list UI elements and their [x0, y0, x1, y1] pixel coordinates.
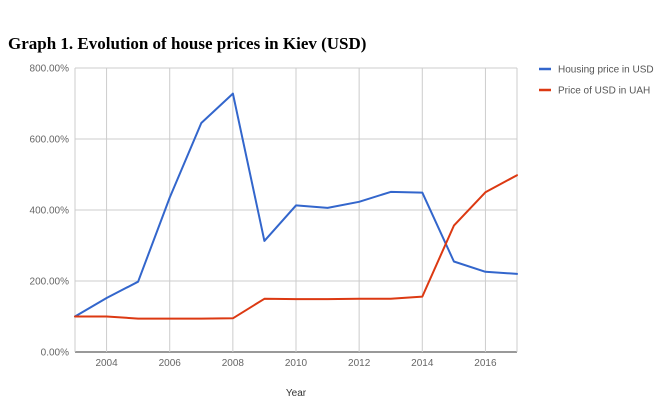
x-tick-label: 2008	[222, 358, 245, 369]
x-tick-label: 2012	[348, 358, 371, 369]
legend: Housing price in USD Price of USD in UAH	[539, 65, 654, 97]
series-lines	[74, 92, 518, 320]
x-tick-label: 2006	[159, 358, 182, 369]
y-tick-label: 400.00%	[30, 206, 70, 217]
legend-label: Housing price in USD	[558, 65, 654, 76]
x-axis-label: Year	[286, 388, 307, 399]
y-tick-labels: 0.00% 200.00% 400.00% 600.00% 800.00%	[30, 64, 70, 359]
grid-lines	[74, 67, 518, 353]
x-tick-labels: 2004 2006 2008 2010 2012 2014 2016	[95, 358, 497, 369]
y-tick-label: 600.00%	[30, 135, 70, 146]
chart-title: Graph 1. Evolution of house prices in Ki…	[8, 34, 367, 53]
series-line-1	[74, 92, 518, 318]
series-line-2	[74, 174, 518, 320]
x-tick-label: 2010	[285, 358, 308, 369]
x-tick-label: 2004	[95, 358, 118, 369]
y-tick-label: 200.00%	[30, 277, 70, 288]
x-tick-label: 2016	[474, 358, 497, 369]
y-tick-label: 0.00%	[41, 348, 69, 359]
y-tick-label: 800.00%	[30, 64, 70, 75]
x-tick-label: 2014	[411, 358, 434, 369]
legend-label: Price of USD in UAH	[558, 86, 650, 97]
